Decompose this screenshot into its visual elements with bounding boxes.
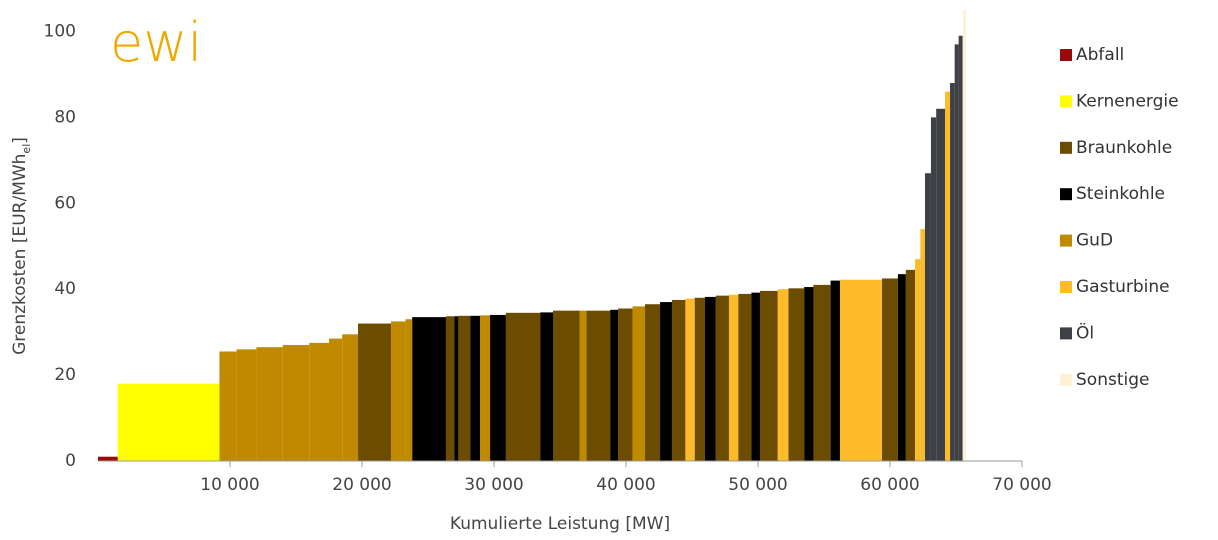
legend-label: Öl — [1076, 321, 1094, 343]
block — [905, 269, 916, 461]
block — [813, 284, 831, 461]
legend-swatch — [1060, 373, 1072, 386]
legend-label: Braunkohle — [1076, 138, 1172, 158]
block — [645, 304, 661, 461]
x-tick-label: 40 000 — [596, 475, 655, 495]
block — [610, 309, 619, 461]
x-axis-label: Kumulierte Leistung [MW] — [450, 514, 670, 534]
block — [391, 321, 406, 461]
block — [219, 351, 237, 461]
block — [897, 274, 906, 461]
block — [954, 44, 959, 461]
block — [309, 342, 329, 461]
block — [924, 173, 931, 461]
y-tick-label: 100 — [44, 21, 76, 41]
y-tick-label: 60 — [54, 193, 76, 213]
block — [480, 315, 491, 461]
legend-label: Steinkohle — [1076, 184, 1165, 204]
x-tick-label: 30 000 — [464, 475, 523, 495]
block — [282, 345, 310, 461]
y-tick-label: 80 — [54, 107, 76, 127]
y-tick-label: 0 — [65, 451, 76, 471]
block — [738, 293, 752, 461]
x-tick-label: 20 000 — [332, 475, 391, 495]
block — [454, 316, 459, 461]
legend-label: Sonstige — [1076, 370, 1149, 390]
y-tick-label: 20 — [54, 365, 76, 385]
block — [342, 334, 359, 461]
block — [704, 296, 716, 461]
x-tick-label: 70 000 — [992, 475, 1051, 495]
block — [553, 310, 580, 461]
y-tick-label: 40 — [54, 279, 76, 299]
block — [830, 280, 840, 461]
block — [445, 316, 455, 461]
block — [777, 289, 789, 461]
block — [540, 312, 554, 461]
legend-swatch — [1060, 234, 1072, 247]
block — [930, 117, 937, 461]
x-tick-label: 60 000 — [860, 475, 919, 495]
block — [329, 338, 343, 461]
block — [632, 306, 646, 461]
block — [936, 108, 946, 462]
block — [98, 456, 118, 461]
legend-swatch — [1060, 188, 1072, 201]
block — [839, 279, 882, 461]
legend-swatch — [1060, 49, 1072, 61]
block — [759, 290, 778, 461]
block — [660, 302, 672, 461]
legend-swatch — [1060, 95, 1072, 108]
block — [962, 10, 967, 461]
block — [751, 292, 760, 461]
legend-label: GuD — [1076, 231, 1113, 251]
legend-label: Kernenergie — [1076, 91, 1179, 111]
block — [586, 310, 611, 461]
block — [950, 83, 955, 462]
block — [358, 323, 392, 461]
block — [881, 278, 898, 461]
block — [579, 310, 587, 461]
block — [694, 297, 705, 461]
block — [920, 229, 925, 461]
legend-swatch — [1060, 141, 1072, 154]
block — [945, 91, 951, 461]
legend-swatch — [1060, 281, 1072, 293]
block — [788, 288, 805, 461]
block — [804, 287, 814, 461]
block — [505, 312, 541, 461]
block — [685, 298, 695, 461]
x-tick-label: 10 000 — [200, 475, 259, 495]
block — [728, 294, 739, 461]
legend-label: Abfall — [1076, 45, 1124, 65]
y-axis-label: Grenzkosten [EUR/MWhel] — [10, 137, 33, 355]
block — [470, 315, 481, 461]
legend-label: Gasturbine — [1076, 277, 1170, 297]
block — [412, 317, 446, 461]
block — [490, 314, 506, 461]
block — [958, 35, 963, 462]
block — [405, 319, 413, 461]
block — [618, 308, 633, 461]
logo: ewi — [110, 11, 202, 74]
block — [671, 299, 686, 461]
block — [117, 383, 220, 461]
block — [915, 259, 921, 461]
block — [256, 347, 283, 461]
x-tick-label: 50 000 — [728, 475, 787, 495]
block — [715, 295, 729, 461]
legend-swatch — [1060, 327, 1072, 340]
block — [458, 315, 471, 461]
block — [236, 349, 257, 461]
